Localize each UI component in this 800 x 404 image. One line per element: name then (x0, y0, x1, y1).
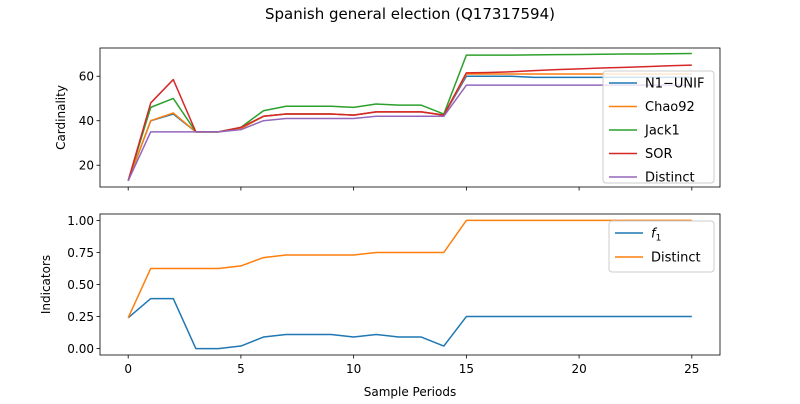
legend-label: N1−UNIF (645, 77, 704, 92)
x-tick-label: 20 (571, 362, 586, 376)
x-tick-label: 25 (684, 362, 699, 376)
x-tick-label: 15 (459, 362, 474, 376)
y-tick-label: 40 (79, 114, 94, 128)
series-line-distinct (127, 219, 692, 319)
y-tick-label: 20 (79, 159, 94, 173)
y-tick-label: 0.25 (67, 310, 94, 324)
y-tick-label: 0.75 (67, 246, 94, 260)
figure-title: Spanish general election (Q17317594) (265, 5, 555, 23)
legend-label: Chao92 (645, 100, 695, 115)
legend: f1 Distinct (608, 220, 715, 273)
y-axis-label: Indicators (39, 255, 53, 314)
axes-frame (99, 47, 721, 188)
x-tick-label: 10 (346, 362, 361, 376)
series-line-distinct (127, 84, 692, 182)
legend-label: Distinct (651, 251, 701, 266)
y-tick-label: 60 (79, 70, 94, 84)
legend: N1−UNIF Chao92 Jack1 SOR Distinct (602, 70, 715, 186)
x-tick-label: 0 (124, 362, 132, 376)
legend-label: f1 (651, 227, 661, 244)
x-axis-label: Sample Periods (364, 385, 456, 399)
y-axis-label: Cardinality (54, 85, 68, 150)
y-tick-label: 1.00 (67, 214, 94, 228)
legend-label: SOR (645, 147, 673, 162)
x-tick-label: 5 (237, 362, 245, 376)
bottom-panel: 0 5 10 15 20 25 0.00 0.25 0.50 0.75 1.00 Indicators… (39, 213, 721, 399)
series-line-f-1 (127, 297, 692, 350)
y-tick-label: 0.50 (67, 278, 94, 292)
legend-label: Jack1 (644, 124, 680, 139)
top-panel: 20 40 60 Cardinality N1−UNIF Chao92 Jack1 SOR Di… (54, 47, 721, 191)
y-tick-label: 0.00 (67, 342, 94, 356)
legend-box (602, 70, 715, 184)
legend-label: Distinct (645, 171, 695, 186)
